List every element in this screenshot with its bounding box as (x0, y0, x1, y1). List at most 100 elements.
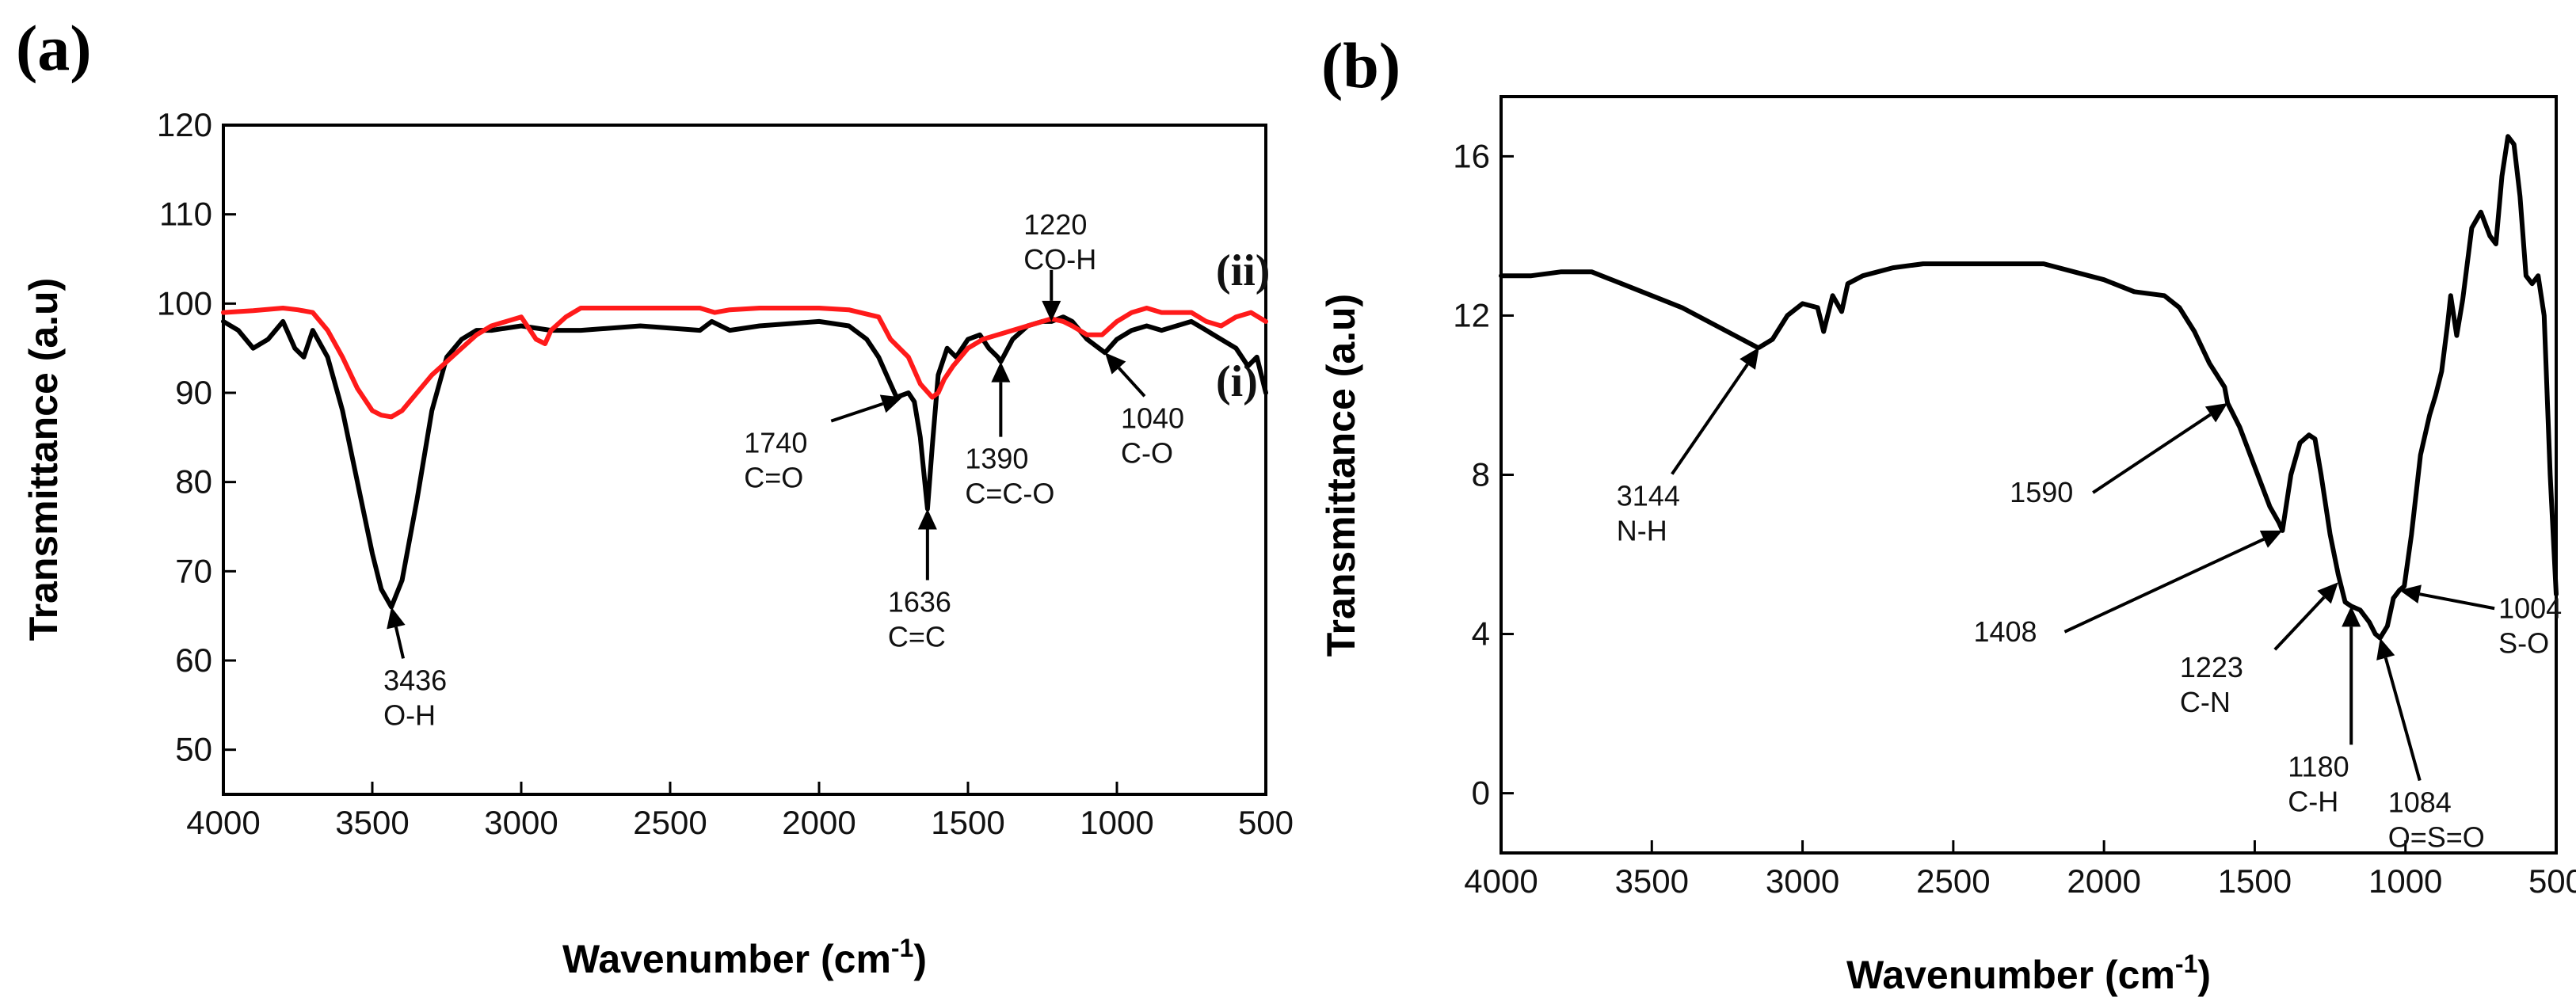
annotation-wavenumber: 1180 (2288, 750, 2349, 782)
panel-b-xlabel-close: ) (2197, 953, 2211, 997)
x-tick-label: 3000 (1766, 862, 1839, 900)
y-tick-label: 120 (157, 106, 212, 143)
annotation-bond: C-H (2288, 785, 2338, 817)
x-tick-label: 2500 (633, 804, 707, 841)
panel-b-label: (b) (1321, 29, 1400, 101)
annotation-bond: C=C (888, 620, 946, 653)
annotation-wavenumber: 1040 (1121, 402, 1184, 434)
annotation-arrowhead (917, 508, 937, 530)
annotation-wavenumber: 3144 (1617, 480, 1680, 512)
x-tick-label: 500 (2528, 862, 2576, 900)
x-tick-label: 1000 (1080, 804, 1153, 841)
annotation-bond: C=O (744, 462, 803, 494)
annotation-wavenumber: 1740 (744, 427, 807, 459)
annotation-wavenumber: 3436 (383, 664, 447, 696)
panel-b-xlabel-main: Wavenumber (cm (1846, 953, 2175, 997)
x-tick-label: 1500 (931, 804, 1004, 841)
annotation-arrowhead (879, 394, 903, 413)
annotation-arrowhead (387, 607, 406, 630)
annotation-bond: C=C-O (965, 478, 1054, 510)
annotation-wavenumber: 1223 (2180, 651, 2243, 683)
panel-a-plot-frame (222, 124, 1267, 796)
annotation-arrow (394, 626, 406, 659)
annotation-arrowhead (1042, 300, 1061, 322)
y-tick-label: 4 (1472, 615, 1490, 653)
y-tick-label: 100 (157, 284, 212, 322)
annotation-arrowhead (2317, 582, 2338, 604)
annotation-arrowhead (2376, 638, 2395, 660)
panel-b-y-axis-title: Transmittance (a.u) (1319, 294, 1363, 657)
annotation-arrowhead (2342, 606, 2361, 627)
panel-a: (a) 4000 3500 3000 2500 2000 1500 1000 500 50 60 7… (16, 12, 1294, 981)
x-tick-label: 3500 (335, 804, 409, 841)
series-tag-ii: (ii) (1216, 246, 1270, 295)
annotation-arrowhead (2204, 403, 2228, 423)
panel-a-xlabel-sup: -1 (891, 934, 913, 962)
annotation-arrow (2063, 538, 2265, 634)
annotation-wavenumber: 1408 (1973, 615, 2037, 648)
annotation-bond: CO-H (1023, 243, 1096, 276)
annotation-bond: S-O (2498, 626, 2549, 659)
panel-a-ticks: 4000 3500 3000 2500 2000 1500 1000 500 50 60 70 80 9… (157, 106, 1294, 841)
annotation-wavenumber: 1390 (965, 443, 1028, 475)
y-tick-label: 8 (1472, 456, 1490, 493)
y-tick-label: 80 (175, 463, 212, 501)
y-tick-label: 50 (175, 731, 212, 768)
y-tick-label: 70 (175, 552, 212, 589)
annotation-arrow (1671, 363, 1749, 475)
annotation-bond: N-H (1617, 515, 1667, 547)
annotation-arrowhead (1740, 347, 1759, 370)
annotation-wavenumber: 1004 (2498, 592, 2562, 624)
x-tick-label: 4000 (1464, 862, 1538, 900)
x-tick-label: 2500 (1916, 862, 1990, 900)
annotation-arrowhead (2399, 584, 2422, 603)
annotation-bond: O-H (383, 699, 436, 731)
x-tick-label: 4000 (186, 804, 260, 841)
x-tick-label: 2000 (782, 804, 855, 841)
y-tick-label: 16 (1453, 137, 1490, 174)
panel-b-ticks: 4000 3500 3000 2500 2000 1500 1000 500 0 4 8 12 16 (1453, 137, 2576, 900)
annotation-arrow (1117, 367, 1146, 398)
annotation-wavenumber: 1220 (1023, 208, 1087, 241)
series-line-1 (1499, 134, 2559, 641)
panel-b-series (1499, 134, 2559, 641)
annotation-arrowhead (2259, 530, 2283, 548)
panel-b-x-axis-title: Wavenumber (cm-1) (1846, 950, 2211, 997)
x-tick-label: 3000 (484, 804, 558, 841)
annotation-wavenumber: 1636 (888, 585, 951, 618)
annotation-arrow (830, 402, 884, 423)
annotation-arrowhead (1104, 352, 1126, 375)
series-tag-i: (i) (1216, 357, 1258, 406)
y-tick-label: 90 (175, 374, 212, 411)
y-tick-label: 12 (1453, 296, 1490, 333)
annotation-bond: C-O (1121, 436, 1173, 469)
annotation-arrow (2273, 596, 2326, 651)
y-tick-label: 60 (175, 641, 212, 679)
panel-a-label: (a) (16, 12, 92, 84)
panel-a-xlabel-main: Wavenumber (cm (562, 937, 891, 981)
panel-a-x-axis-title: Wavenumber (cm-1) (562, 934, 927, 981)
x-tick-label: 1500 (2218, 862, 2292, 900)
x-tick-label: 1000 (2368, 862, 2442, 900)
panel-a-xlabel-close: ) (913, 937, 927, 981)
annotation-arrowhead (991, 361, 1011, 383)
annotation-arrow (2092, 413, 2212, 494)
y-tick-label: 110 (159, 196, 212, 233)
annotation-wavenumber: 1590 (2010, 476, 2073, 508)
annotation-bond: O=S=O (2388, 821, 2485, 854)
annotation-bond: C-N (2180, 686, 2231, 718)
annotation-wavenumber: 1084 (2388, 786, 2452, 819)
panel-a-y-axis-title: Transmittance (a.u) (21, 278, 66, 641)
x-tick-label: 500 (1238, 804, 1294, 841)
y-tick-label: 0 (1472, 775, 1490, 812)
panel-b-plot-frame (1499, 95, 2558, 855)
x-tick-label: 3500 (1615, 862, 1689, 900)
x-tick-label: 2000 (2067, 862, 2140, 900)
series-line-2 (221, 306, 1268, 420)
annotation-arrow (2419, 592, 2495, 611)
panel-b: (b) 4000 3500 3000 2500 2000 1500 1000 500 0 4 8 12… (1319, 29, 2576, 997)
annotation-arrow (2384, 657, 2422, 782)
